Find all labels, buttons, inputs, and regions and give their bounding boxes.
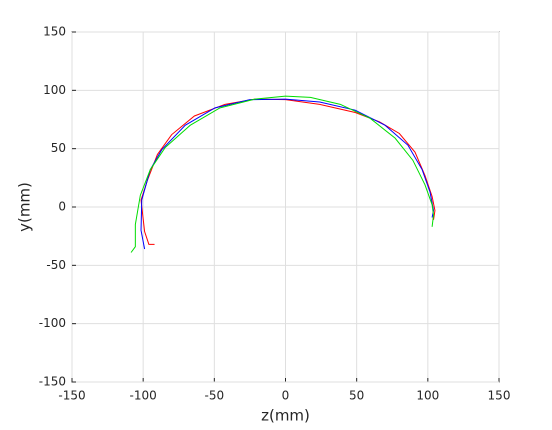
y-tick-label: -50: [46, 258, 66, 272]
y-tick-label: 0: [58, 200, 66, 214]
y-axis-label: y(mm): [16, 182, 34, 232]
x-tick-label: 150: [488, 389, 511, 403]
y-tick-label: 100: [43, 83, 66, 97]
x-tick-label: 100: [416, 389, 439, 403]
x-tick-label: -50: [205, 389, 225, 403]
data-line: [140, 98, 435, 250]
x-tick-label: 0: [282, 389, 290, 403]
y-tick-label: -150: [39, 375, 66, 389]
x-axis-label: z(mm): [261, 407, 310, 425]
data-line: [130, 95, 435, 253]
y-tick-label: 50: [51, 141, 66, 155]
y-tick-label: 150: [43, 25, 66, 39]
y-tick-label: -100: [39, 316, 66, 330]
x-tick-label: 50: [349, 389, 364, 403]
x-tick-label: -150: [58, 389, 85, 403]
x-tick-label: -100: [130, 389, 157, 403]
